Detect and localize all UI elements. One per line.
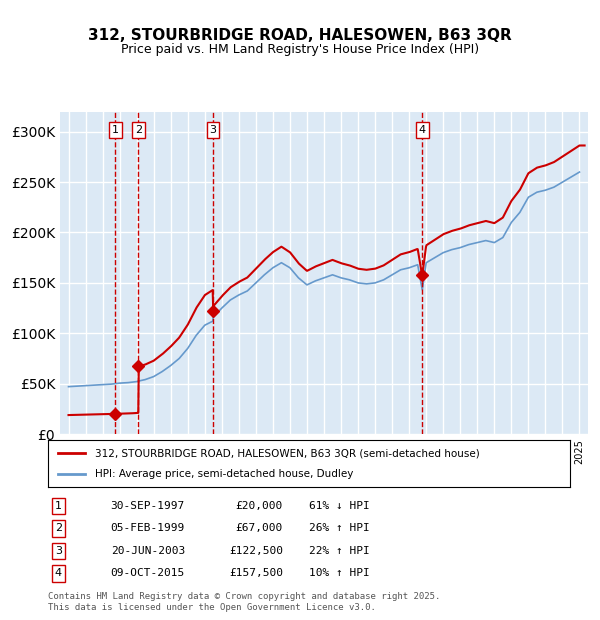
Text: £67,000: £67,000 [236, 523, 283, 533]
Text: 4: 4 [55, 569, 62, 578]
Text: 312, STOURBRIDGE ROAD, HALESOWEN, B63 3QR: 312, STOURBRIDGE ROAD, HALESOWEN, B63 3Q… [88, 28, 512, 43]
Text: 30-SEP-1997: 30-SEP-1997 [110, 501, 185, 511]
Text: 05-FEB-1999: 05-FEB-1999 [110, 523, 185, 533]
Text: 1: 1 [55, 501, 62, 511]
Text: 09-OCT-2015: 09-OCT-2015 [110, 569, 185, 578]
Text: Contains HM Land Registry data © Crown copyright and database right 2025.
This d: Contains HM Land Registry data © Crown c… [48, 592, 440, 611]
Text: 61% ↓ HPI: 61% ↓ HPI [309, 501, 370, 511]
Text: £157,500: £157,500 [229, 569, 283, 578]
Text: 10% ↑ HPI: 10% ↑ HPI [309, 569, 370, 578]
Text: 3: 3 [55, 546, 62, 556]
Text: 1: 1 [112, 125, 119, 135]
Text: 20-JUN-2003: 20-JUN-2003 [110, 546, 185, 556]
Text: 22% ↑ HPI: 22% ↑ HPI [309, 546, 370, 556]
Text: 2: 2 [55, 523, 62, 533]
Text: 312, STOURBRIDGE ROAD, HALESOWEN, B63 3QR (semi-detached house): 312, STOURBRIDGE ROAD, HALESOWEN, B63 3Q… [95, 448, 480, 458]
Text: HPI: Average price, semi-detached house, Dudley: HPI: Average price, semi-detached house,… [95, 469, 353, 479]
Text: Price paid vs. HM Land Registry's House Price Index (HPI): Price paid vs. HM Land Registry's House … [121, 43, 479, 56]
Text: £122,500: £122,500 [229, 546, 283, 556]
Text: 4: 4 [419, 125, 426, 135]
Text: £20,000: £20,000 [236, 501, 283, 511]
Text: 2: 2 [135, 125, 142, 135]
Text: 3: 3 [209, 125, 216, 135]
Text: 26% ↑ HPI: 26% ↑ HPI [309, 523, 370, 533]
